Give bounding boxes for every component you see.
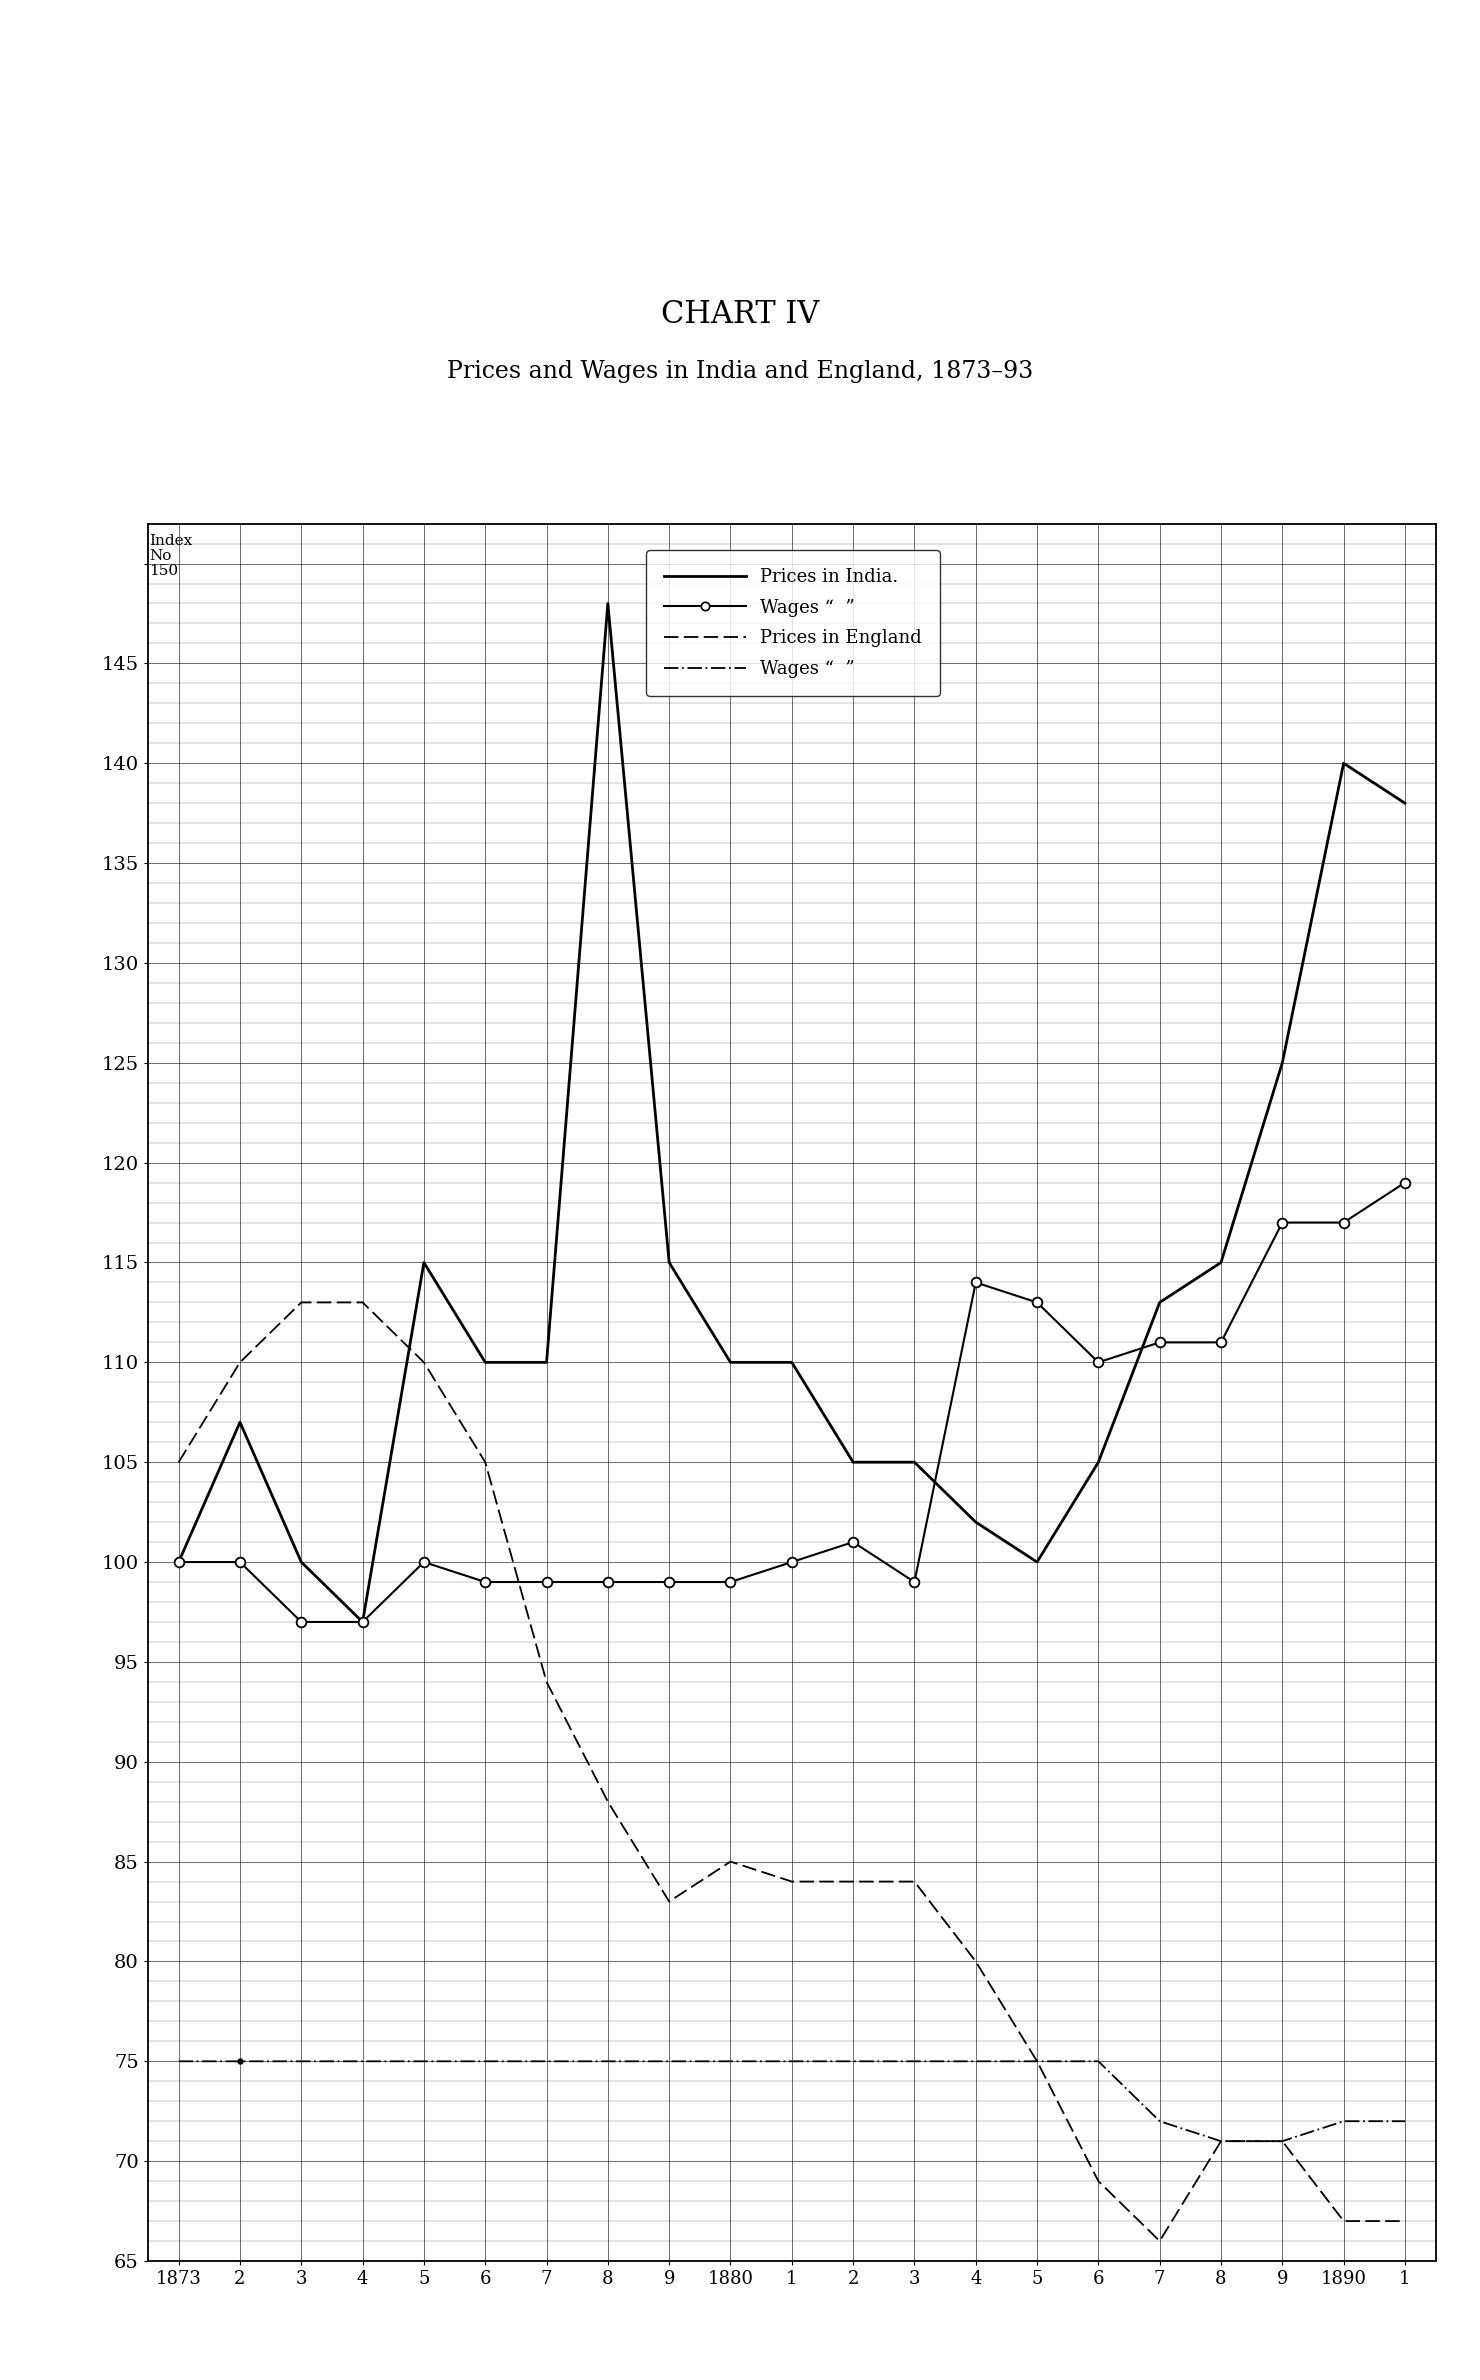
Text: Index
No
150: Index No 150 [149,533,192,578]
Text: CHART IV: CHART IV [660,298,820,331]
Legend: Prices in India., Wages “  ”, Prices in England, Wages “  ”: Prices in India., Wages “ ”, Prices in E… [647,550,940,695]
Text: Prices and Wages in India and England, 1873–93: Prices and Wages in India and England, 1… [447,359,1033,383]
